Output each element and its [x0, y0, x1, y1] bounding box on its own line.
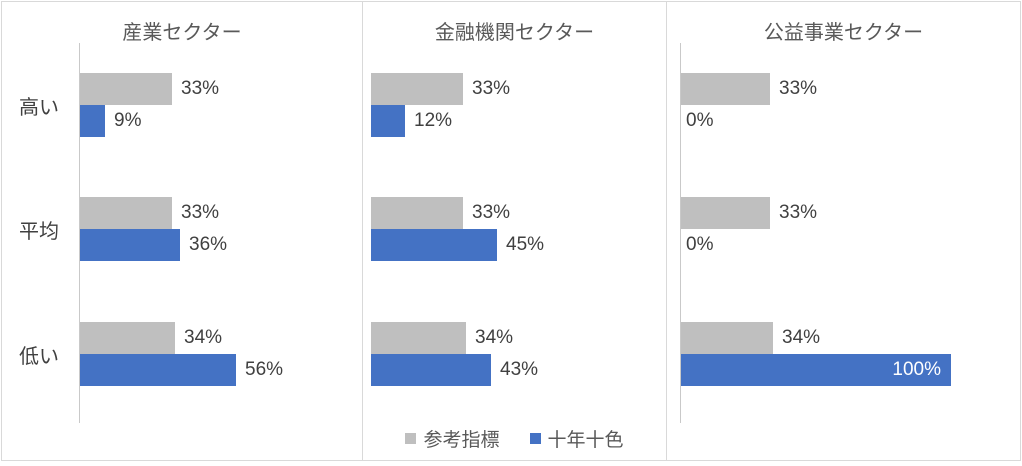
value-label: 100%	[892, 359, 941, 380]
legend-label: 十年十色	[547, 429, 624, 451]
bar-reference	[80, 73, 172, 105]
value-label: 34%	[782, 327, 821, 348]
legend-swatch-series-icon	[529, 432, 541, 444]
value-label: 12%	[414, 110, 453, 131]
bar-reference	[371, 197, 463, 229]
value-label: 33%	[472, 78, 511, 99]
category-label: 平均	[19, 220, 59, 243]
value-label: 33%	[779, 78, 818, 99]
bar-series	[681, 354, 951, 386]
legend-item-reference: 参考指標	[405, 425, 500, 452]
value-label: 34%	[184, 327, 223, 348]
panel-divider	[666, 2, 667, 460]
value-label: 34%	[475, 327, 514, 348]
value-label: 0%	[686, 110, 714, 131]
value-label: 45%	[506, 234, 545, 255]
bar-series	[371, 105, 405, 137]
category-axis-line	[79, 43, 80, 423]
value-label: 33%	[181, 202, 220, 223]
bar-reference	[80, 322, 175, 354]
chart-panel-utilities: 公益事業セクター 33% 0% 33% 0% 34% 100%	[667, 2, 1020, 460]
bar-series	[80, 354, 236, 386]
legend-item-series: 十年十色	[529, 425, 624, 452]
bar-series	[80, 229, 180, 261]
value-label: 43%	[500, 359, 539, 380]
bar-reference	[681, 197, 770, 229]
panel-title: 金融機関セクター	[434, 22, 595, 44]
value-label: 33%	[779, 202, 818, 223]
chart-panel-financial: 金融機関セクター 参考指標 十年十色 33% 12% 33% 45% 34% 43%	[363, 2, 666, 460]
value-label: 33%	[181, 78, 220, 99]
legend: 参考指標 十年十色	[363, 422, 666, 454]
panel-divider	[362, 2, 363, 460]
panel-title: 公益事業セクター	[763, 22, 924, 44]
bar-series	[371, 354, 491, 386]
category-axis-line	[680, 43, 681, 423]
category-label: 高い	[19, 96, 59, 119]
chart-panel-industry: 産業セクター 高い 33% 9% 平均 33% 36% 低い 34% 56%	[2, 2, 362, 460]
legend-swatch-reference-icon	[405, 432, 417, 444]
bar-series	[371, 229, 497, 261]
bar-series	[80, 105, 105, 137]
value-label: 0%	[686, 234, 714, 255]
bar-reference	[80, 197, 172, 229]
bar-reference	[371, 73, 463, 105]
value-label: 36%	[189, 234, 228, 255]
value-label: 9%	[114, 110, 142, 131]
legend-label: 参考指標	[423, 429, 500, 451]
value-label: 56%	[245, 359, 284, 380]
value-label: 33%	[472, 202, 511, 223]
bar-reference	[371, 322, 466, 354]
bar-reference	[681, 322, 773, 354]
category-label: 低い	[19, 345, 59, 368]
panel-title: 産業セクター	[122, 22, 242, 44]
bar-reference	[681, 73, 770, 105]
